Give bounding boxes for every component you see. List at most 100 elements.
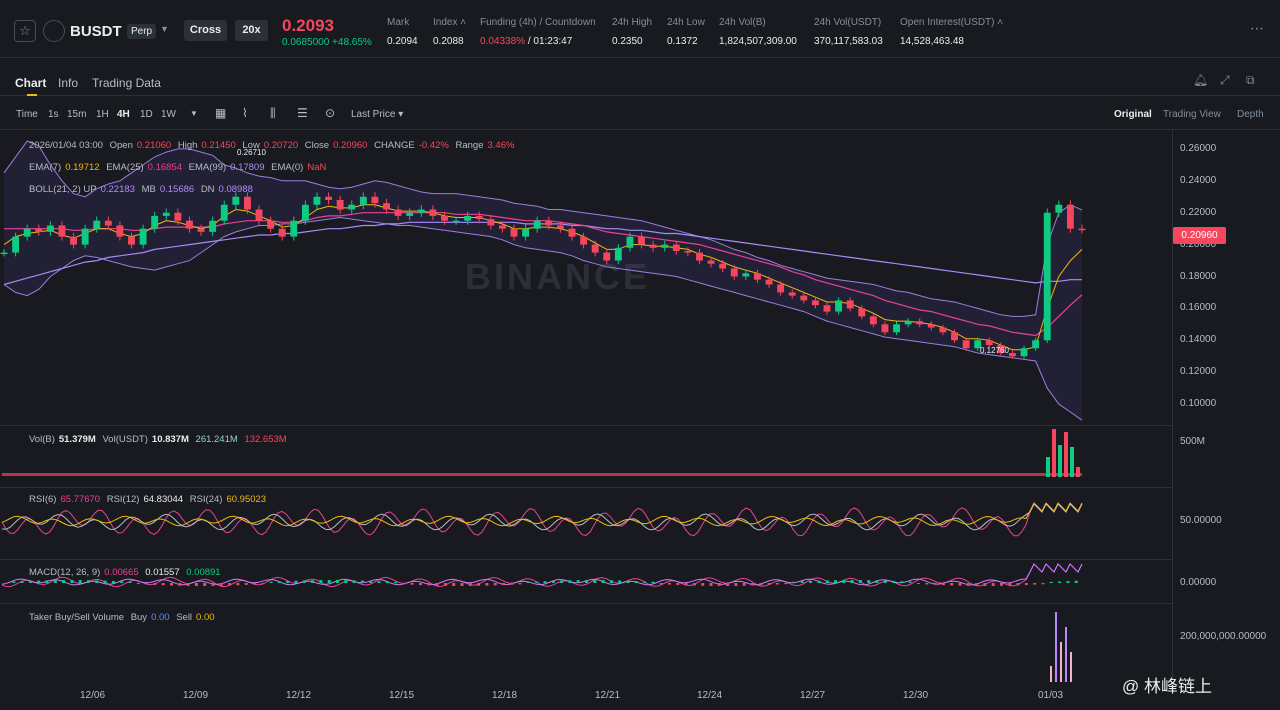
symbol-name[interactable]: BUSDT — [70, 23, 122, 40]
drawing-tools-icon[interactable]: ⊙ — [325, 106, 336, 120]
tab-chart[interactable]: Chart — [15, 76, 47, 96]
candle — [661, 244, 669, 248]
candle — [638, 236, 645, 245]
macd-histogram-bar — [95, 580, 99, 583]
candle — [742, 273, 750, 277]
volume-bar — [1070, 447, 1074, 477]
candle — [301, 204, 309, 221]
macd-histogram-bar — [103, 580, 107, 583]
tab-info[interactable]: Info — [58, 76, 79, 90]
candle — [93, 220, 101, 229]
macd-histogram-bar — [792, 581, 796, 583]
macd-histogram-bar — [784, 583, 788, 585]
candle — [533, 220, 541, 229]
macd-histogram-bar — [510, 583, 514, 585]
stat-open-interest[interactable]: Open Interest(USDT) ˄ 14,528,463.48 — [900, 17, 1004, 47]
leverage-button[interactable]: 20x — [235, 20, 268, 41]
candle — [46, 225, 54, 232]
macd-histogram-bar — [651, 581, 655, 583]
price-tick-label: 0.12000 — [1180, 366, 1217, 378]
candle — [475, 215, 483, 220]
settings-sliders-icon[interactable]: ☰ — [297, 106, 308, 120]
macd-histogram-bar — [1008, 583, 1012, 586]
volume-bar — [1076, 467, 1080, 477]
margin-mode-button[interactable]: Cross — [184, 20, 227, 41]
candle — [348, 204, 356, 210]
macd-histogram-bar — [742, 583, 746, 586]
stat-funding: Funding (4h) / Countdown 0.04338% / 01:23… — [480, 17, 596, 47]
fullscreen-icon[interactable]: ⤢ — [1220, 73, 1230, 87]
macd-histogram-bar — [709, 583, 713, 586]
chart-tabs: Chart Info Trading Data 🔔︎ ⤢ ⧉ — [0, 62, 1280, 96]
timeframe-dropdown-icon[interactable]: ▼ — [190, 109, 198, 118]
macd-histogram-bar — [618, 580, 622, 583]
candle — [684, 250, 692, 253]
macd-axis-label: 0.00000 — [1180, 577, 1217, 588]
macd-histogram-bar — [136, 583, 140, 585]
stat-index[interactable]: Index ˄ 0.2088 — [433, 17, 467, 47]
candle — [1066, 204, 1074, 229]
macd-histogram-bar — [526, 581, 530, 583]
tf-time[interactable]: Time — [16, 109, 38, 120]
macd-histogram-bar — [468, 583, 472, 586]
candle — [81, 228, 89, 245]
macd-histogram-bar — [20, 581, 24, 583]
ema7-line — [3, 204, 1083, 351]
favorite-star-icon[interactable]: ☆ — [14, 20, 36, 42]
macd-histogram-bar — [900, 581, 904, 583]
popout-icon[interactable]: ⧉ — [1246, 73, 1255, 87]
tf-1s[interactable]: 1s — [48, 109, 59, 120]
macd-histogram-bar — [825, 580, 829, 583]
taker-axis-label: 200,000,000.00000 — [1180, 631, 1267, 642]
calendar-icon[interactable]: ▦ — [215, 106, 227, 120]
view-original[interactable]: Original — [1114, 109, 1152, 120]
tf-1w[interactable]: 1W — [161, 109, 176, 120]
macd-histogram-bar — [327, 580, 331, 583]
tf-1h[interactable]: 1H — [96, 109, 109, 120]
tf-15m[interactable]: 15m — [67, 109, 87, 120]
macd-histogram-bar — [427, 583, 431, 586]
perp-badge: Perp — [127, 24, 157, 39]
candle — [626, 236, 634, 248]
candle-type-icon[interactable]: ⫼ — [270, 106, 276, 120]
macd-histogram-bar — [875, 580, 879, 583]
macd-histogram-bar — [809, 580, 813, 583]
tab-trading-data[interactable]: Trading Data — [92, 76, 161, 90]
candle — [916, 321, 924, 325]
candle — [545, 220, 553, 226]
candle — [23, 228, 31, 237]
taker-volume-bar — [1070, 652, 1072, 682]
macd-histogram-bar — [186, 583, 190, 586]
candle — [614, 247, 622, 261]
tf-1d[interactable]: 1D — [140, 109, 153, 120]
candle — [788, 292, 796, 296]
candle — [811, 300, 819, 306]
macd-histogram-bar — [634, 581, 638, 583]
candle — [881, 324, 889, 333]
alert-bell-icon[interactable]: 🔔︎ — [1193, 73, 1209, 87]
macd-histogram-bar — [211, 583, 215, 586]
price-tick-label: 0.26000 — [1180, 142, 1217, 154]
macd-histogram-bar — [219, 583, 223, 586]
macd-histogram-bar — [991, 583, 995, 586]
candle — [556, 225, 564, 229]
view-depth[interactable]: Depth — [1237, 109, 1264, 120]
tf-4h[interactable]: 4H — [117, 109, 130, 120]
rsi12-line — [1, 503, 1083, 531]
macd-histogram-bar — [535, 581, 539, 583]
more-options-icon[interactable]: ⋯ — [1250, 20, 1265, 36]
macd-histogram-bar — [170, 583, 173, 586]
candle — [1055, 204, 1063, 213]
macd-histogram-bar — [668, 583, 671, 585]
macd-histogram-bar — [319, 580, 323, 583]
macd-histogram-bar — [344, 580, 348, 583]
candle — [1078, 228, 1086, 231]
symbol-dropdown-chevron-icon[interactable]: ▼ — [160, 24, 169, 34]
indicators-icon[interactable]: ⌇ — [242, 106, 248, 120]
candle — [1032, 340, 1040, 349]
macd-histogram-bar — [593, 580, 597, 583]
view-trading-view[interactable]: Trading View — [1163, 109, 1221, 120]
ema25-line — [4, 212, 1083, 337]
price-type-select[interactable]: Last Price ▾ — [351, 109, 404, 120]
